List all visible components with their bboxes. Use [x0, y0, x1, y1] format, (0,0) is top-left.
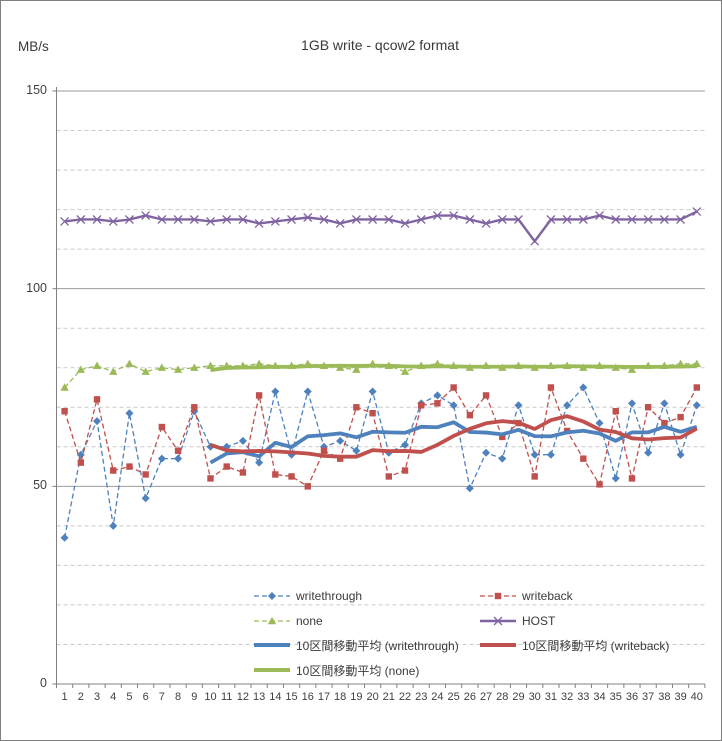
- x-axis-label-32: 32: [560, 691, 574, 703]
- x-axis-label-16: 16: [301, 691, 314, 703]
- legend-label-host: HOST: [522, 613, 556, 628]
- y-axis-label-100: 100: [26, 280, 47, 295]
- x-axis-label-10: 10: [204, 691, 217, 703]
- x-axis-label-26: 26: [463, 691, 476, 703]
- x-axis-label-4: 4: [110, 691, 117, 703]
- x-axis-label-27: 27: [479, 691, 493, 703]
- x-axis-label-8: 8: [175, 691, 182, 703]
- x-axis-label-40: 40: [690, 691, 703, 703]
- y-axis-label-150: 150: [26, 83, 47, 97]
- chart-title: 1GB write - qcow2 format: [301, 37, 459, 53]
- legend-label-writethrough: writethrough: [296, 589, 363, 604]
- legend-label-none: none: [296, 613, 323, 628]
- x-axis-label-22: 22: [398, 691, 412, 703]
- x-axis-label-39: 39: [674, 691, 687, 703]
- x-axis-label-20: 20: [366, 691, 379, 703]
- x-axis-label-35: 35: [609, 691, 622, 703]
- legend-sample-ma-none: [254, 668, 290, 673]
- series-writethrough: [60, 383, 701, 542]
- legend-sample-host: [480, 616, 516, 626]
- legend-item-writethrough: writethrough: [253, 584, 479, 609]
- x-axis-label-3: 3: [93, 691, 101, 703]
- x-axis-label-24: 24: [431, 691, 444, 703]
- x-axis-label-7: 7: [158, 691, 165, 703]
- x-axis-label-5: 5: [126, 691, 133, 703]
- x-axis-label-19: 19: [350, 691, 363, 703]
- x-axis-label-31: 31: [544, 691, 558, 703]
- x-axis-label-25: 25: [447, 691, 460, 703]
- y-axis-label-0: 0: [40, 676, 47, 690]
- x-axis-label-33: 33: [577, 691, 590, 703]
- x-axis-label-12: 12: [236, 691, 250, 703]
- series-writethrough-line: [63, 386, 698, 538]
- legend-sample-none: [254, 616, 290, 625]
- series-HOST-line: [64, 210, 698, 244]
- legend-item-ma-writeback: 10区間移動平均 (writeback): [479, 633, 705, 658]
- series-HOST: [60, 207, 702, 246]
- series-ma-writethrough-line: [209, 420, 698, 465]
- legend-item-host: HOST: [479, 609, 705, 634]
- x-axis-label-28: 28: [496, 691, 509, 703]
- series-ma-writeback-line: [209, 414, 698, 459]
- y-axis-label-50: 50: [33, 478, 47, 493]
- x-axis-label-23: 23: [415, 691, 428, 703]
- legend-item-ma-none: 10区間移動平均 (none): [253, 658, 479, 683]
- legend-sample-ma-writethrough: [254, 643, 290, 648]
- x-axis-label-2: 2: [77, 691, 84, 703]
- x-axis-label-30: 30: [528, 691, 541, 703]
- x-axis-label-18: 18: [334, 691, 347, 703]
- y-axis-unit-label: MB/s: [18, 39, 49, 54]
- x-axis-label-14: 14: [269, 691, 282, 703]
- legend-sample-writethrough: [254, 592, 290, 601]
- series-writeback-line: [63, 385, 698, 488]
- x-axis-label-36: 36: [625, 691, 639, 703]
- x-axis-label-15: 15: [285, 691, 298, 703]
- x-axis-label-37: 37: [642, 691, 655, 703]
- legend-label-writeback: writeback: [522, 589, 573, 604]
- legend-item-ma-writethrough: 10区間移動平均 (writethrough): [253, 633, 479, 658]
- x-axis-label-11: 11: [220, 691, 233, 703]
- x-axis-label-38: 38: [658, 691, 671, 703]
- x-axis-label-17: 17: [317, 691, 331, 703]
- legend-sample-ma-writeback: [480, 643, 516, 648]
- legend-label-ma-none: 10区間移動平均 (none): [296, 663, 420, 678]
- legend-label-ma-writethrough: 10区間移動平均 (writethrough): [296, 638, 459, 653]
- legend-sample-writeback: [480, 593, 516, 600]
- series-ma-none-line: [210, 363, 697, 372]
- legend-label-ma-writeback: 10区間移動平均 (writeback): [522, 638, 670, 653]
- x-axis-label-13: 13: [253, 691, 266, 703]
- x-axis-label-9: 9: [191, 691, 198, 703]
- x-axis-label-1: 1: [61, 691, 68, 703]
- x-axis-label-34: 34: [593, 691, 606, 703]
- chart-legend: writethrough writeback none HOST 10区間移動平均 (w…: [253, 584, 705, 682]
- x-axis-label-21: 21: [382, 691, 395, 703]
- x-axis-label-6: 6: [142, 691, 149, 703]
- legend-item-writeback: writeback: [479, 584, 705, 609]
- x-axis-label-29: 29: [512, 691, 525, 703]
- series-writeback: [61, 384, 700, 490]
- legend-item-none: none: [253, 609, 479, 634]
